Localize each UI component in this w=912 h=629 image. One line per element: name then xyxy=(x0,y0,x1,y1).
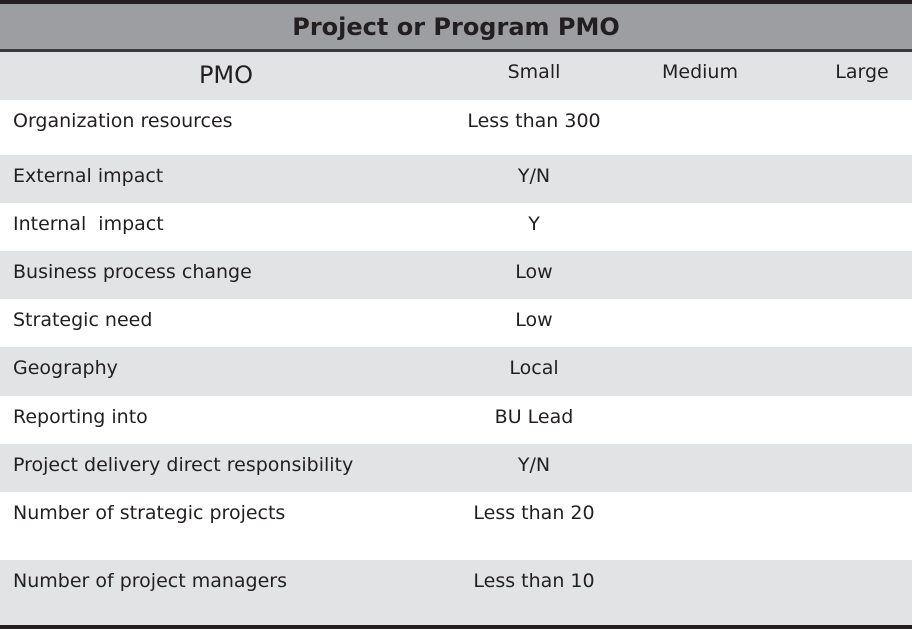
table-row: Reporting into BU Lead xyxy=(0,396,912,444)
table-row: Geography Local xyxy=(0,347,912,396)
row-label: Project delivery direct responsibility xyxy=(13,454,354,476)
row-label: Geography xyxy=(13,357,118,379)
cell-small: Less than 300 xyxy=(467,110,601,132)
cell-small: Low xyxy=(515,261,553,283)
column-header-large: Large xyxy=(835,61,889,83)
table-title: Project or Program PMO xyxy=(292,12,620,41)
cell-small: Y xyxy=(528,213,540,235)
cell-small: Low xyxy=(515,309,553,331)
table-row: Number of strategic projects Less than 2… xyxy=(0,492,912,560)
row-label: Organization resources xyxy=(13,110,233,132)
table-row: Number of project managers Less than 10 xyxy=(0,560,912,625)
row-label: Business process change xyxy=(13,261,252,283)
row-label: Number of project managers xyxy=(13,570,287,592)
title-divider xyxy=(0,49,912,52)
cell-small: BU Lead xyxy=(494,406,574,428)
cell-small: Local xyxy=(509,357,559,379)
column-header-small: Small xyxy=(507,61,561,83)
table-row: Project delivery direct responsibility Y… xyxy=(0,444,912,492)
table-row: Internal impact Y xyxy=(0,203,912,251)
top-rule xyxy=(0,0,912,4)
column-header-medium: Medium xyxy=(662,61,738,83)
row-label: External impact xyxy=(13,165,164,187)
table-row: External impact Y/N xyxy=(0,155,912,203)
table-row: Organization resources Less than 300 xyxy=(0,100,912,155)
cell-small: Y/N xyxy=(517,454,551,476)
row-label: Strategic need xyxy=(13,309,153,331)
column-header-row: PMO Small Medium Large xyxy=(0,52,912,100)
table-row: Strategic need Low xyxy=(0,299,912,347)
row-label: Reporting into xyxy=(13,406,148,428)
bottom-rule xyxy=(0,625,912,629)
cell-small: Less than 10 xyxy=(473,570,595,592)
table-row: Business process change Low xyxy=(0,251,912,299)
row-label: Internal impact xyxy=(13,213,164,235)
cell-small: Y/N xyxy=(517,165,551,187)
table-title-band: Project or Program PMO xyxy=(0,4,912,49)
column-header-pmo: PMO xyxy=(198,61,254,89)
cell-small: Less than 20 xyxy=(473,502,595,524)
row-label: Number of strategic projects xyxy=(13,502,286,524)
